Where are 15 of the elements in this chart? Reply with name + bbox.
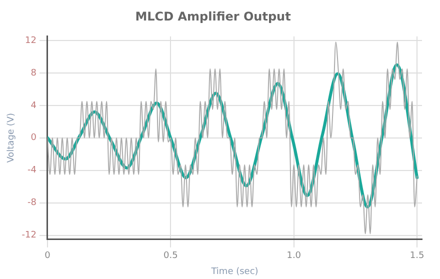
x-tick-label: 0.5 — [164, 251, 178, 262]
y-tick-label: 0 — [30, 133, 37, 144]
y-tick-label: -8 — [28, 198, 37, 208]
x-axis-title: Time (sec) — [210, 266, 258, 277]
chart-title: MLCD Amplifier Output — [135, 9, 292, 24]
x-tick-label: 0 — [44, 251, 51, 262]
y-tick-label: 12 — [25, 36, 36, 46]
y-axis-title: Voltage (V) — [6, 112, 17, 163]
line-series — [48, 42, 418, 234]
y-tick-label: 4 — [30, 100, 37, 111]
y-tick-label: -12 — [22, 230, 36, 241]
y-tick-label: -4 — [28, 166, 37, 176]
x-tick-label: 1.5 — [410, 251, 424, 262]
x-tick-label: 1.0 — [286, 251, 302, 262]
y-tick-label: 8 — [30, 68, 37, 78]
